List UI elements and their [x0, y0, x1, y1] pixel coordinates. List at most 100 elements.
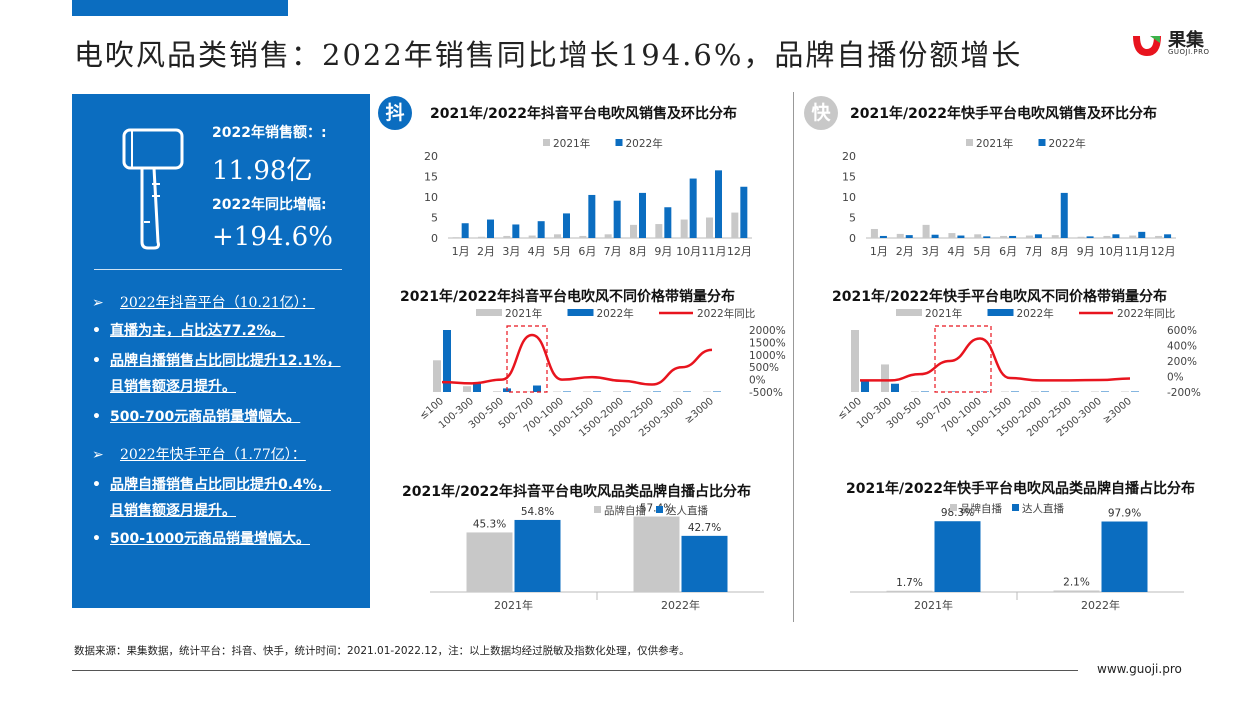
douyin_selfbroadcast-bar-1-0 [514, 519, 561, 592]
kuaishou_monthly-bar-0-9 [1103, 235, 1111, 238]
growth-value: +194.6% [212, 222, 333, 252]
kuaishou_selfbroadcast-bar-1-1 [1101, 521, 1148, 592]
douyin_price-y2tick-1: 1500% [749, 337, 786, 349]
douyin_monthly-xtick-0: 1月 [452, 245, 470, 258]
logo-mark-icon [1133, 36, 1161, 56]
douyin_monthly-legend-label-1: 2022年 [626, 137, 663, 150]
logo-sub: GUOJI.PRO [1168, 48, 1210, 56]
kuaishou_price-bar-1-2 [921, 391, 929, 392]
douyin_price-bar-1-8 [683, 391, 691, 392]
douyin_monthly-bar-0-9 [680, 219, 688, 238]
douyin_selfbroadcast-label-1-1: 42.7% [688, 522, 721, 534]
douyin_monthly-bar-0-6 [604, 234, 612, 238]
douyin_monthly-xtick-4: 5月 [553, 245, 571, 258]
douyin_price-bar-0-6 [613, 391, 621, 392]
kuaishou_monthly-bar-1-9 [1112, 234, 1120, 238]
douyin_price-bar-0-8 [673, 391, 681, 392]
kuaishou_monthly-xtick-6: 7月 [1025, 245, 1043, 258]
douyin_monthly-bar-1-7 [639, 192, 646, 238]
douyin_monthly-ytick-2: 10 [424, 191, 438, 204]
kuaishou_price-y2tick-0: 600% [1167, 325, 1197, 337]
kuaishou_price-bar-0-7 [1061, 391, 1069, 392]
chart-title-douyin-selfbroadcast: 2021年/2022年抖音平台电吹风品类品牌自播占比分布 [402, 484, 752, 500]
douyin_monthly-bar-0-0 [452, 237, 460, 238]
kuaishou_price-bar-1-1 [891, 383, 899, 392]
kuaishou_price-y2tick-3: 0% [1167, 372, 1184, 384]
douyin_selfbroadcast-legend-swatch-1 [656, 506, 663, 513]
douyin_monthly-bar-1-3 [537, 221, 545, 238]
kuaishou_monthly-bar-1-11 [1164, 234, 1172, 238]
douyin_price-bar-0-2 [493, 391, 501, 392]
douyin_price-xtick-9: ≥3000 [683, 396, 716, 426]
douyin_monthly-ytick-0: 0 [431, 232, 438, 245]
kuaishou_selfbroadcast-legend-label-1: 达人直播 [1022, 502, 1064, 515]
douyin_monthly-xtick-8: 9月 [654, 245, 672, 258]
douyin_price-bar-0-7 [643, 391, 651, 392]
kuaishou_price-legend-swatch-0 [896, 309, 922, 316]
douyin_price-legend-swatch-1 [567, 309, 594, 316]
kuaishou_price-bar-0-5 [1001, 391, 1009, 392]
kuaishou_price-y2tick-2: 200% [1167, 356, 1197, 368]
kuaishou_selfbroadcast-label-0-0: 1.7% [896, 577, 923, 589]
kuaishou_monthly-bar-0-1 [896, 233, 904, 238]
douyin_monthly-bar-0-4 [554, 234, 561, 238]
kuaishou_monthly-xtick-0: 1月 [870, 245, 888, 258]
kuaishou_price-bar-1-6 [1041, 391, 1049, 392]
kuaishou_price-highlight-box [934, 325, 992, 393]
kuaishou_monthly-legend-label-0: 2021年 [976, 137, 1013, 150]
douyin_selfbroadcast-xtick-0: 2021年 [494, 598, 533, 612]
douyin_price-y2tick-0: 2000% [749, 325, 786, 337]
douyin_selfbroadcast-label-0-0: 45.3% [473, 518, 506, 530]
kuaishou_price-line-yoy [859, 337, 1131, 382]
kuaishou_monthly-bar-0-5 [1000, 235, 1008, 238]
douyin_price-y2tick-2: 1000% [749, 350, 786, 362]
kuaishou_price-bar-0-6 [1031, 391, 1039, 392]
douyin_price-legend-label-0: 2021年 [505, 307, 542, 320]
kuaishou_monthly-xtick-11: 12月 [1151, 245, 1176, 258]
kuaishou_selfbroadcast-label-1-0: 98.3% [941, 507, 974, 519]
douyin_price-bar-1-0 [443, 330, 451, 392]
douyin_monthly-bar-0-5 [579, 235, 587, 238]
douyin_monthly-bar-0-7 [630, 224, 637, 238]
douyin-point-2: • 品牌自播销售占比同比提升12.1%， [92, 353, 341, 369]
douyin_price-line-yoy [441, 333, 713, 386]
douyin_selfbroadcast-bar-1-1 [681, 535, 728, 592]
douyin_monthly-bar-1-1 [487, 219, 494, 238]
kuaishou_selfbroadcast-legend-swatch-1 [1012, 504, 1019, 511]
douyin_price-bar-1-3 [533, 385, 541, 392]
kuaishou_monthly-xtick-2: 3月 [922, 245, 940, 258]
platform-divider [793, 92, 794, 622]
douyin_monthly-bar-0-11 [731, 212, 739, 238]
kuaishou_price-bar-1-0 [861, 379, 869, 392]
kuaishou_selfbroadcast-bar-0-1 [1053, 590, 1100, 592]
douyin_selfbroadcast-legend-swatch-0 [594, 506, 601, 513]
douyin_price-bar-0-4 [553, 391, 561, 392]
top-accent-bar [72, 0, 288, 16]
chart-title-douyin-price: 2021年/2022年抖音平台电吹风不同价格带销量分布 [400, 289, 736, 305]
douyin_monthly-xtick-11: 12月 [727, 245, 752, 258]
douyin_selfbroadcast-xtick-1: 2022年 [661, 598, 700, 612]
kuaishou_monthly-ytick-2: 10 [842, 191, 856, 204]
kuaishou_monthly-bar-1-0 [879, 235, 887, 238]
douyin_selfbroadcast-bar-0-0 [466, 532, 513, 592]
kuaishou_monthly-ytick-3: 15 [842, 171, 856, 184]
douyin_monthly-xtick-2: 3月 [502, 245, 520, 258]
kuaishou_price-y2tick-1: 400% [1167, 341, 1197, 353]
kuaishou_price-bar-0-0 [851, 330, 859, 392]
douyin_price-bar-1-4 [563, 391, 571, 392]
douyin_price-bar-0-0 [433, 360, 441, 392]
kuaishou_monthly-bar-1-5 [1009, 235, 1017, 238]
kuaishou-point-1-cont: 且销售额逐月提升。 [110, 503, 236, 519]
douyin_monthly-bar-0-2 [503, 235, 511, 238]
douyin_price-bar-1-9 [713, 391, 721, 392]
kuaishou_selfbroadcast-label-0-1: 2.1% [1063, 576, 1090, 588]
douyin_monthly-xtick-10: 11月 [702, 245, 727, 258]
douyin_price-y2tick-3: 500% [749, 362, 779, 374]
hair-dryer-icon [122, 128, 184, 250]
douyin_price-legend-label-1: 2022年 [597, 307, 634, 320]
kuaishou_price-xtick-9: ≥3000 [1101, 396, 1134, 426]
footer-url: www.guoji.pro [1097, 662, 1182, 676]
kuaishou-point-2: • 500-1000元商品销量增幅大。 [92, 531, 310, 547]
douyin_monthly-bar-1-0 [461, 223, 469, 238]
douyin_selfbroadcast-legend-label-1: 达人直播 [666, 504, 708, 517]
